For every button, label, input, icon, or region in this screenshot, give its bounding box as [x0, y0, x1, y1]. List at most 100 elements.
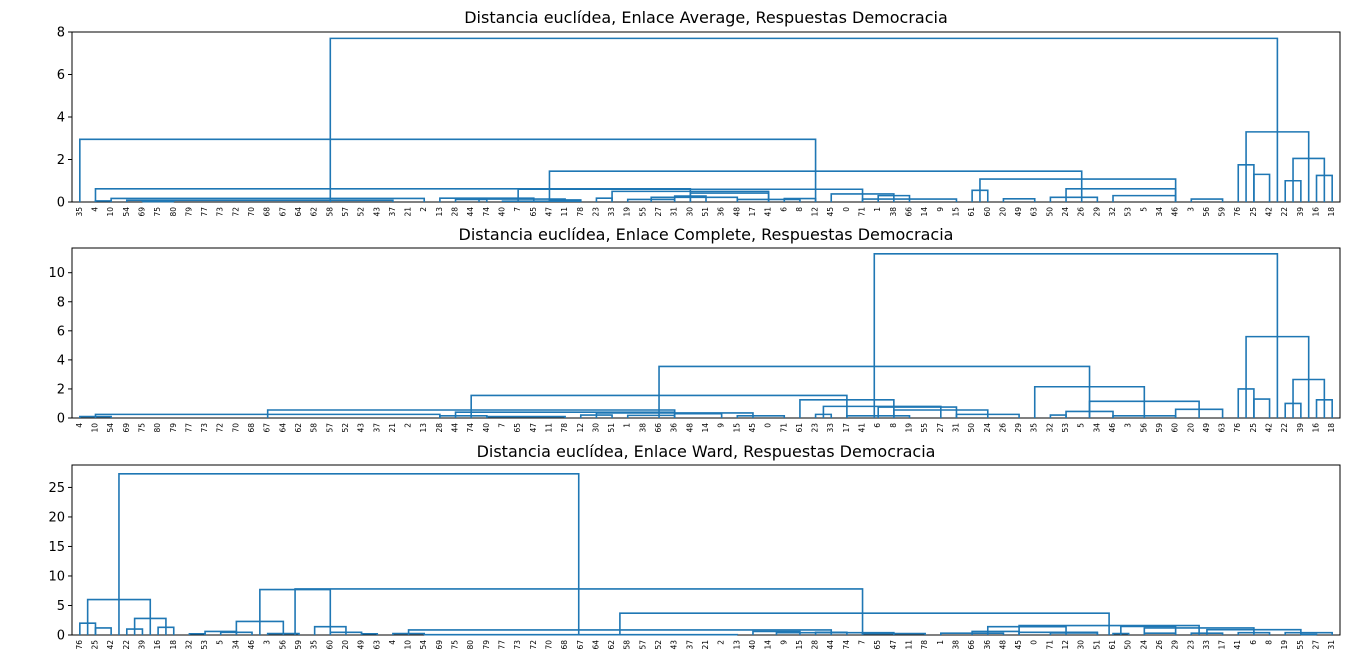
leaf-label: 30 [1077, 640, 1086, 650]
y-tick-label: 0 [57, 629, 65, 644]
leaf-label: 78 [920, 640, 929, 650]
leaf-label: 15 [795, 640, 804, 650]
dendrogram-link [873, 253, 1279, 418]
leaf-label: 36 [670, 423, 679, 433]
leaf-label: 68 [247, 423, 256, 433]
dendrogram-link [118, 473, 580, 635]
leaf-label: 80 [153, 423, 162, 433]
leaf-label: 19 [905, 423, 914, 433]
leaf-label: 18 [1327, 207, 1336, 217]
leaf-label: 71 [1045, 640, 1054, 650]
leaf-label: 60 [325, 640, 334, 650]
leaf-label: 77 [184, 423, 193, 433]
leaf-label: 66 [654, 423, 663, 433]
leaf-label: 52 [654, 640, 663, 650]
leaf-label: 46 [1171, 207, 1180, 217]
leaf-label: 17 [748, 207, 757, 217]
leaf-label: 63 [372, 640, 381, 650]
leaf-label: 13 [435, 207, 444, 217]
leaf-label: 23 [811, 423, 820, 433]
leaf-label: 55 [1296, 640, 1305, 650]
y-tick-label: 0 [57, 196, 65, 211]
leaf-label: 43 [372, 207, 381, 217]
leaf-label: 24 [983, 423, 992, 433]
leaf-label: 9 [936, 207, 945, 212]
leaf-label: 78 [576, 207, 585, 217]
leaf-label: 70 [231, 423, 240, 433]
leaf-label: 1 [623, 423, 632, 428]
leaf-label: 53 [1061, 423, 1070, 433]
dendrogram-link [1253, 398, 1271, 418]
y-tick-label: 8 [57, 295, 65, 310]
y-tick-label: 6 [57, 324, 65, 339]
leaf-label: 40 [497, 207, 506, 217]
chart-title-complete: Distancia euclídea, Enlace Complete, Res… [459, 225, 954, 244]
leaf-label: 23 [591, 207, 600, 217]
leaf-label: 58 [623, 640, 632, 650]
dendrogram-complete-panel: Distancia euclídea, Enlace Complete, Res… [48, 225, 1341, 433]
leaf-label: 3 [263, 640, 272, 645]
leaf-label: 36 [983, 640, 992, 650]
leaf-label: 37 [685, 640, 694, 650]
leaf-label: 44 [451, 423, 460, 433]
y-tick-label: 0 [57, 412, 65, 427]
leaf-label: 7 [497, 423, 506, 428]
leaf-label: 22 [1280, 423, 1289, 433]
leaf-label: 52 [341, 423, 350, 433]
leaf-label: 28 [811, 640, 820, 650]
leaf-label: 43 [357, 423, 366, 433]
leaf-label: 64 [591, 640, 600, 650]
leaf-label: 32 [184, 640, 193, 650]
leaf-label: 27 [654, 207, 663, 217]
leaf-label: 61 [967, 207, 976, 217]
dendrogram-link [1049, 196, 1099, 202]
dendrogram-link [94, 627, 112, 635]
leaf-label: 65 [529, 207, 538, 217]
leaf-label: 44 [466, 207, 475, 217]
leaf-label: 2 [419, 207, 428, 212]
leaf-label: 0 [764, 423, 773, 428]
leaf-label: 17 [1218, 640, 1227, 650]
y-tick-label: 5 [57, 599, 65, 614]
leaf-label: 32 [1108, 207, 1117, 217]
leaf-label: 49 [357, 640, 366, 650]
leaf-label: 20 [341, 640, 350, 650]
leaf-label: 79 [184, 207, 193, 217]
leaf-label: 35 [75, 207, 84, 217]
leaf-label: 69 [122, 423, 131, 433]
leaf-label: 72 [529, 640, 538, 650]
leaf-label: 73 [200, 423, 209, 433]
dendrogram-link [125, 199, 394, 202]
leaf-label: 47 [529, 423, 538, 433]
leaf-label: 56 [1139, 423, 1148, 433]
dendrogram-average-panel: Distancia euclídea, Enlace Average, Resp… [57, 8, 1341, 217]
leaf-label: 61 [1108, 640, 1117, 650]
leaf-label: 9 [717, 423, 726, 428]
leaf-label: 75 [451, 640, 460, 650]
leaf-label: 74 [842, 640, 851, 650]
leaf-label: 62 [310, 207, 319, 217]
leaf-label: 2 [717, 640, 726, 645]
leaf-label: 16 [153, 640, 162, 650]
leaf-label: 3 [1186, 207, 1195, 212]
y-tick-label: 25 [48, 481, 65, 496]
leaf-label: 44 [826, 640, 835, 650]
leaf-label: 26 [1155, 640, 1164, 650]
leaf-label: 26 [1077, 207, 1086, 217]
leaf-label: 77 [497, 640, 506, 650]
leaf-label: 68 [263, 207, 272, 217]
leaf-label: 15 [951, 207, 960, 217]
dendrogram-link [329, 37, 1279, 202]
leaf-label: 39 [1296, 207, 1305, 217]
leaf-label: 49 [1202, 423, 1211, 433]
leaf-label: 55 [920, 423, 929, 433]
leaf-label: 57 [341, 207, 350, 217]
leaf-label: 5 [1139, 207, 1148, 212]
leaf-label: 71 [779, 423, 788, 433]
leaf-label: 54 [122, 207, 131, 217]
leaf-label: 12 [1061, 640, 1070, 650]
leaf-label: 11 [544, 423, 553, 433]
leaf-label: 53 [200, 640, 209, 650]
leaf-label: 59 [1155, 423, 1164, 433]
